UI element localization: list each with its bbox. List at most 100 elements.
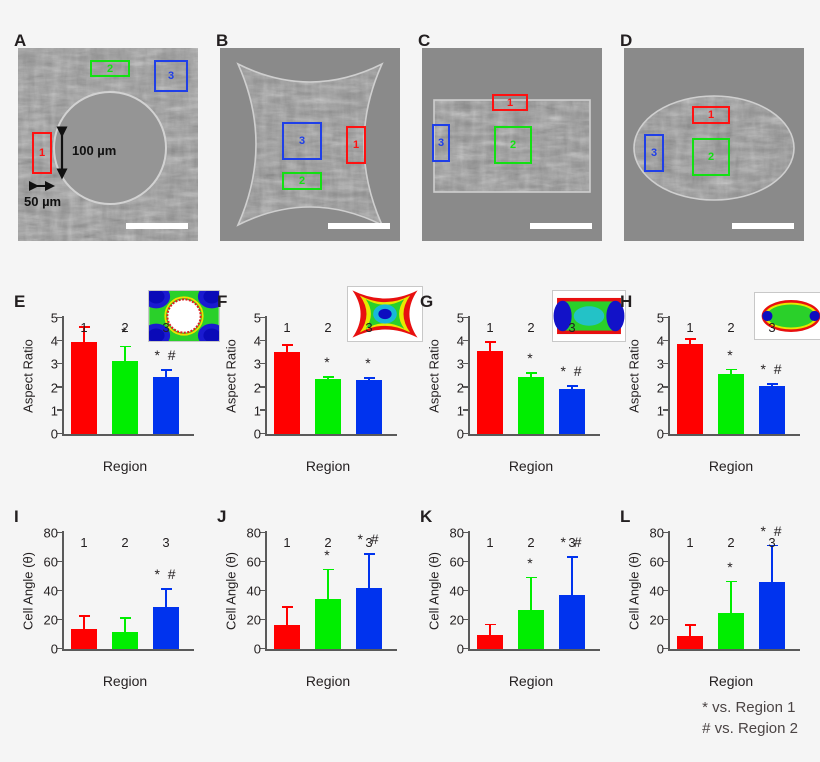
dimension-label-50um: 50 µm [24,194,62,209]
chart-panel-l: L Cell Angle (θ) 0 20 40 60 80 1 * 2 * #3 Region [612,503,817,718]
roi-box-3[interactable]: 3 [282,122,322,160]
x-tick-label-region-1: 1 [80,535,88,550]
y-tick-label: 20 [246,612,261,628]
significance-marker-region-3: * # [357,531,381,548]
bar-region-3[interactable] [356,377,382,434]
legend-line-asterisk: * vs. Region 1 [702,698,796,716]
micrograph-image-d: 1 2 3 [624,48,804,241]
bar-region-2[interactable] [718,580,744,649]
y-tick [463,618,468,620]
roi-box-1[interactable]: 1 [32,132,52,174]
y-tick-label: 40 [246,583,261,599]
error-bar-region-1 [684,624,696,636]
x-tick-label-region-1: 1 [486,320,494,335]
bar-region-2[interactable] [518,372,544,434]
y-tick-label: 4 [50,333,58,349]
bar-region-1[interactable] [274,606,300,649]
panel-letter-h: H [620,292,633,311]
bar-region-3[interactable] [559,385,585,434]
x-tick-label-region-1: 1 [283,535,291,550]
bar-region-1[interactable] [677,338,703,434]
roi-label-2: 2 [509,139,517,151]
roi-box-2[interactable]: 2 [90,60,130,77]
x-tick-label-region-1: 1 [283,320,291,335]
bar-region-3[interactable] [356,553,382,649]
x-axis-line [468,649,600,651]
roi-box-3[interactable]: 3 [644,134,664,172]
error-bar-cap [119,617,131,619]
fea-inset-f [347,286,423,342]
bar-region-3[interactable] [759,382,785,434]
scale-bar [126,223,188,229]
bar-region-3[interactable] [559,556,585,649]
roi-box-2[interactable]: 2 [282,172,322,190]
x-tick-label-region-3: 3 [768,535,776,550]
cell-texture [220,48,400,241]
y-tick-label: 3 [253,356,261,372]
plot-area-j: 0 20 40 60 80 1 * 2 * #3 [247,526,397,657]
plot-area-k: 0 20 40 60 80 1 * 2 * #3 [450,526,600,657]
bar-region-1[interactable] [477,341,503,434]
error-bar-cap [78,326,90,328]
x-axis-title-f: Region [305,458,351,474]
bar-region-3[interactable] [153,588,179,649]
bar-region-1[interactable] [71,614,97,649]
significance-marker-region-2: * [727,346,735,363]
y-axis-line [265,316,267,436]
bar-region-1[interactable] [677,624,703,649]
error-bar-cap [160,588,172,590]
plot-area-g: 0 1 2 3 4 5 1 * 2 * # 3 [457,311,600,442]
chart-panel-i: I Cell Angle (θ) 0 20 40 60 80 1 2 * # 3 Region [6,503,211,718]
x-tick-label-region-2: 2 [121,320,129,335]
bar-region-1[interactable] [274,344,300,434]
panel-letter-b: B [216,31,229,50]
legend-line-hash: # vs. Region 2 [702,720,798,738]
bar-region-1[interactable] [477,623,503,649]
roi-box-2[interactable]: 2 [494,126,532,164]
y-tick-label: 40 [43,583,58,599]
y-tick [463,339,468,342]
y-tick-label: 1 [656,403,664,419]
panel-letter-l: L [620,507,631,526]
y-tick-label: 4 [253,333,261,349]
bar-region-3[interactable] [759,544,785,649]
roi-box-1[interactable]: 1 [692,106,730,124]
y-axis-label-wrap-f: Aspect Ratio [223,316,239,436]
bar-region-2[interactable] [112,617,138,649]
micrograph-panel-c: C 1 2 3 [418,32,602,241]
error-bar-region-3 [160,369,172,378]
fea-stress-map [149,291,219,341]
error-bar-region-3 [766,544,778,583]
x-axis-line [62,434,194,436]
bar-region-2[interactable] [718,368,744,434]
bar-region-2[interactable] [518,576,544,649]
panel-letter-g: G [420,292,434,311]
error-bar-cap [766,382,778,385]
y-tick-label: 20 [43,612,58,628]
y-tick-label: 20 [649,612,664,628]
bar-region-2[interactable] [112,345,138,434]
chart-panel-j: J Cell Angle (θ) 0 20 40 60 80 1 * 2 * #3 Region [209,503,414,718]
bar-region-2[interactable] [315,568,341,649]
roi-box-1[interactable]: 1 [492,94,528,111]
bar-region-3[interactable] [153,369,179,434]
significance-marker-region-3: * # [154,347,178,364]
error-bar-cap [725,368,737,371]
roi-box-2[interactable]: 2 [692,138,730,176]
y-tick [57,647,62,649]
roi-box-3[interactable]: 3 [154,60,188,92]
bar-region-2[interactable] [315,376,341,434]
bar-region-1[interactable] [71,326,97,434]
micrograph-image-c: 1 2 3 [422,48,602,241]
y-tick-label: 0 [253,426,261,442]
y-tick-label: 4 [456,333,464,349]
error-bar-region-3 [363,553,375,589]
roi-box-3[interactable]: 3 [432,124,450,162]
y-tick-label: 4 [656,333,664,349]
plot-area-f: 0 1 2 3 4 5 1 * 2 * 3 [254,311,397,442]
y-tick-label: 1 [50,403,58,419]
y-axis-label-l: Cell Angle (θ) [626,551,642,631]
roi-box-1[interactable]: 1 [346,126,366,164]
y-tick [260,409,265,411]
